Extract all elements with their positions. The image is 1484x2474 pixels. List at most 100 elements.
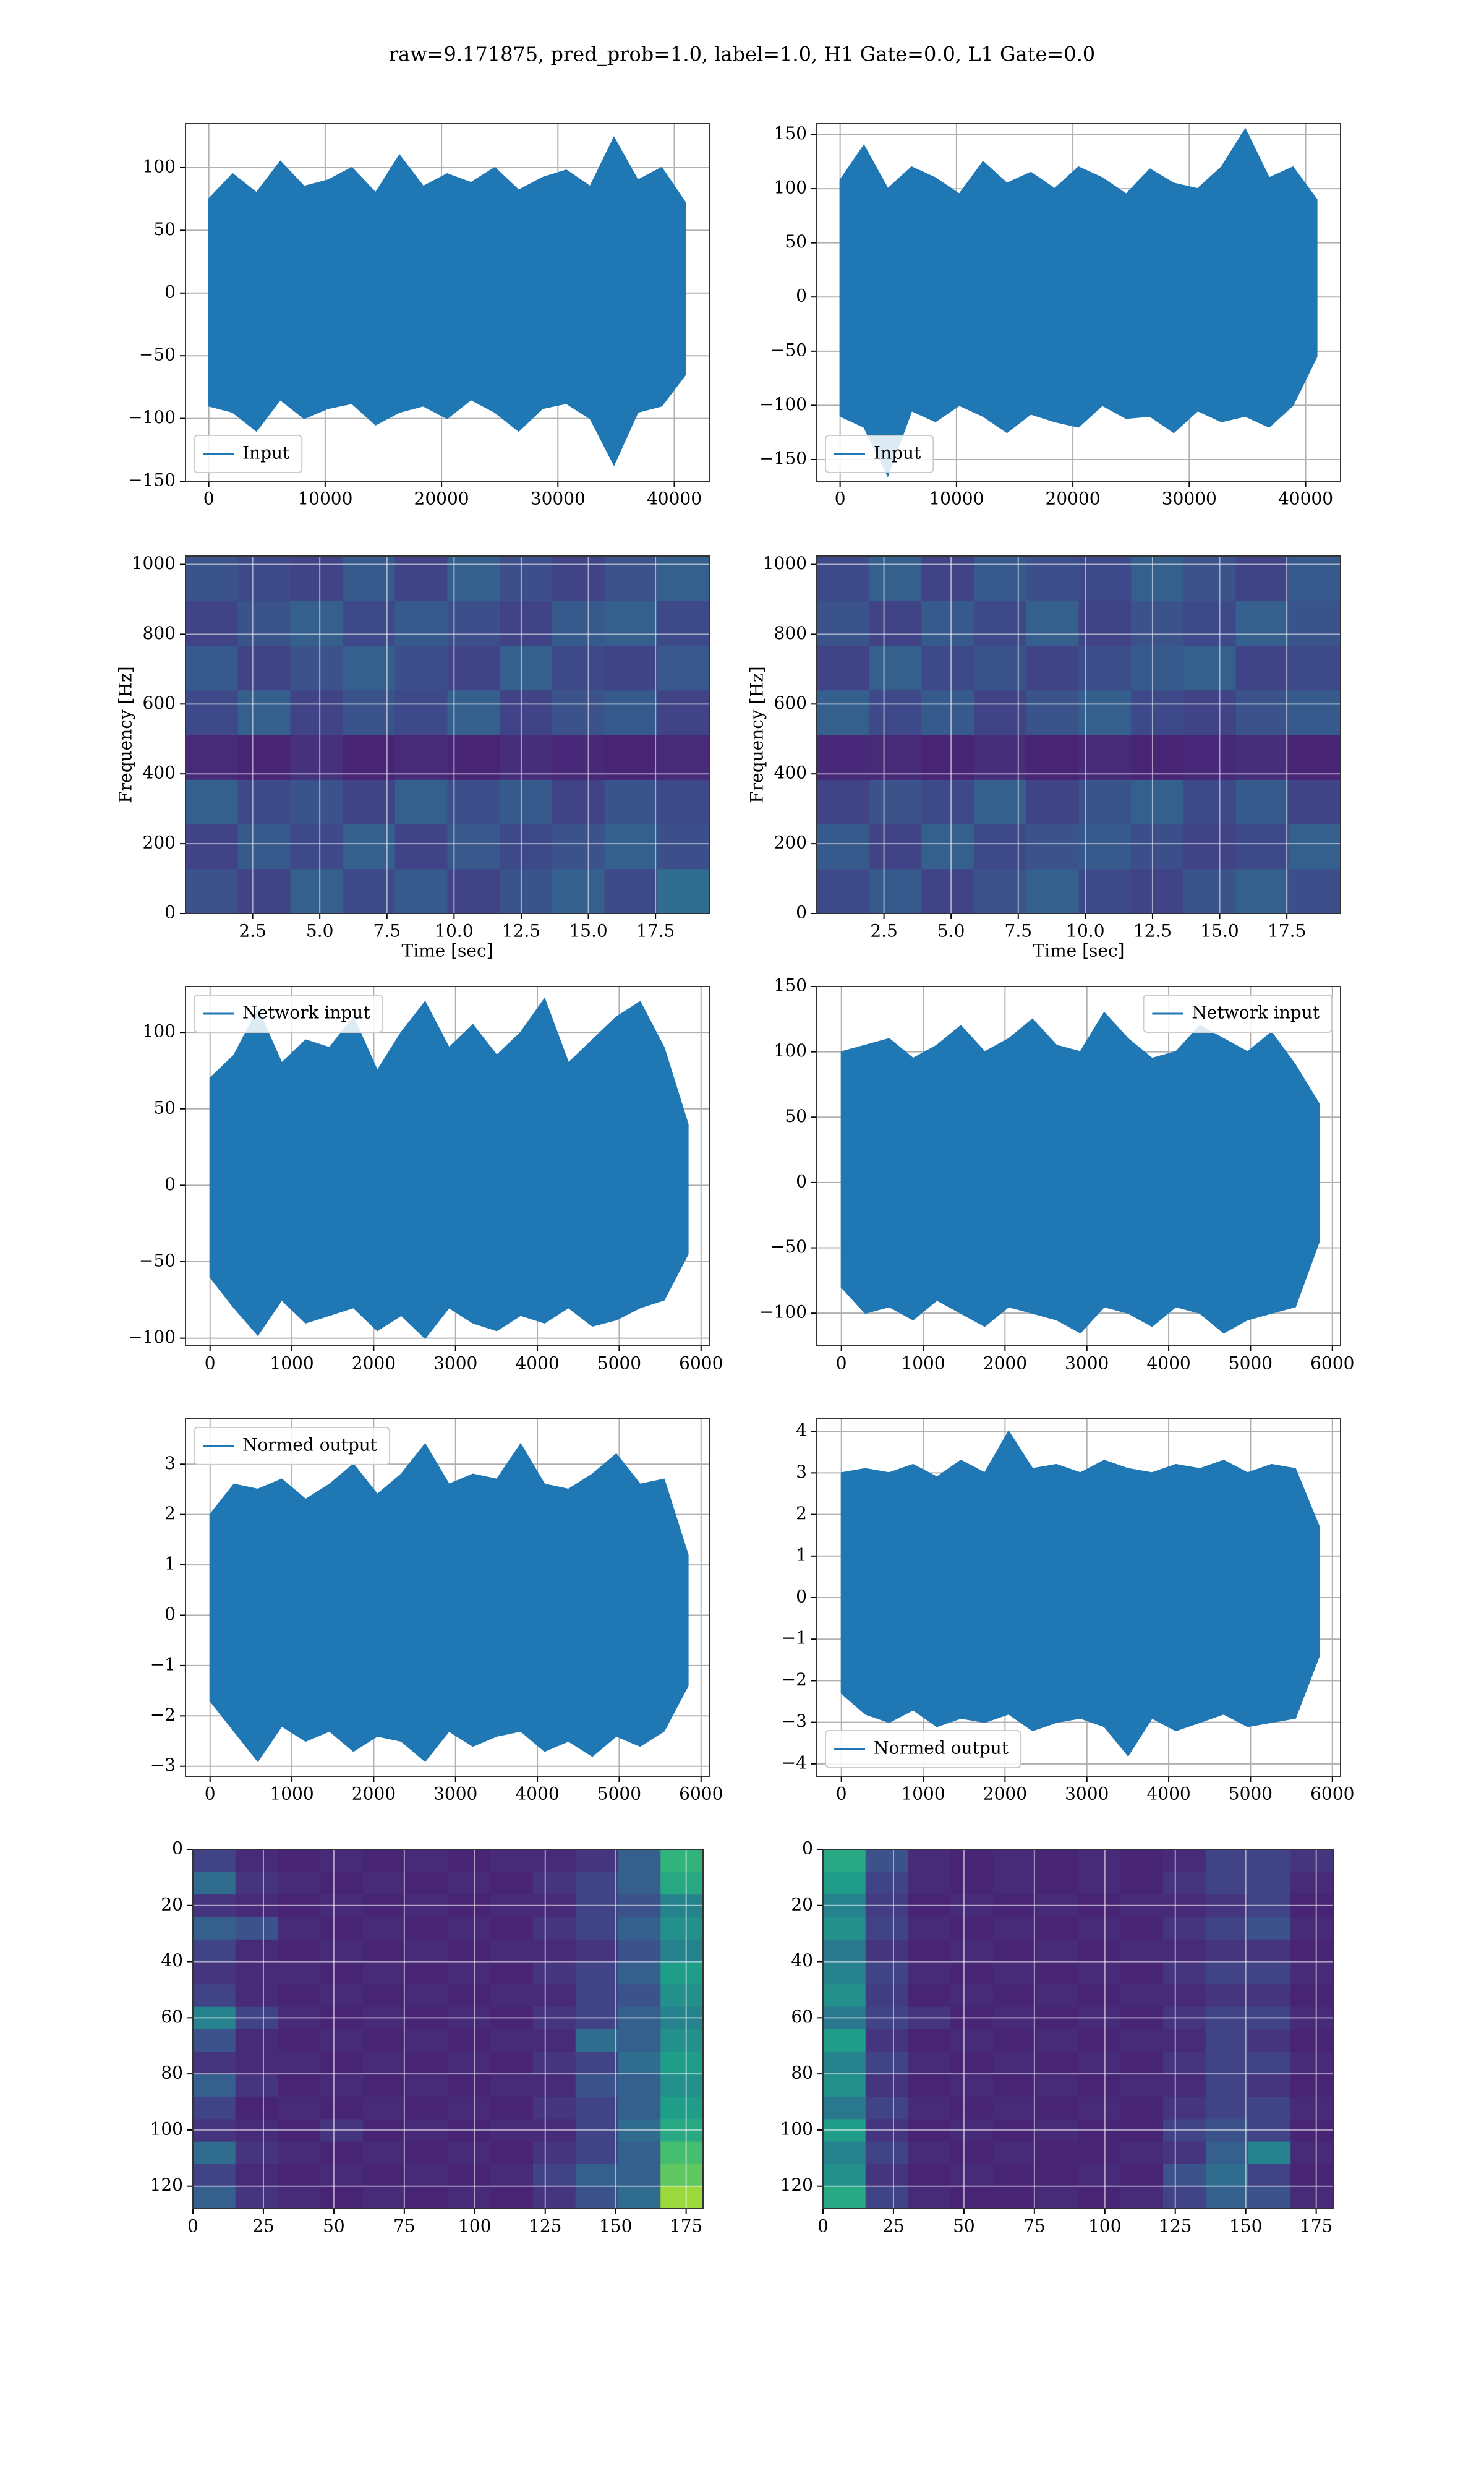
x-axis-label: Time [sec] [401,941,493,961]
y-tick-label: −3 [150,1755,176,1775]
legend-label: Network input [1192,1003,1320,1023]
heatmap-cell [1290,2164,1333,2187]
subplot: 0 1000 2000 3000 4000 5000 6000 −3 −2 −1 0 1 2 3 Norme… [150,1418,723,1804]
legend-box [825,435,934,473]
heatmap-cell [1131,735,1184,780]
heatmap-cell [1235,868,1289,914]
y-tick-label: 400 [774,763,807,783]
heatmap-cell [1163,2096,1206,2120]
heatmap-cell [1120,2186,1164,2209]
y-tick-label: −100 [759,394,807,414]
heatmap-cell [657,601,709,646]
heatmap-cell [817,868,870,914]
heatmap-cell [552,556,605,601]
y-tick-label: 0 [172,1838,183,1859]
heatmap-cell [660,1939,703,1963]
heatmap-cell [660,2141,703,2164]
y-tick-label: 120 [780,2175,813,2195]
heatmap-cell [1026,645,1079,691]
heatmap-cell [1183,645,1237,691]
heatmap-cell [363,2164,406,2187]
heatmap-cell [394,645,448,691]
heatmap-cell [1078,779,1132,824]
heatmap-cell [604,824,657,870]
y-tick-label: 2 [796,1503,807,1523]
subplot: 0 1000 2000 3000 4000 5000 6000 −100 −50 0 50 100 15… [759,975,1354,1374]
heatmap-cell [552,690,605,735]
heatmap-cell [448,2186,491,2209]
heatmap-cell [533,2186,576,2209]
heatmap-cell [1131,779,1184,824]
heatmap-cell [660,1872,703,1895]
heatmap-cell [908,2074,951,2097]
axes-frame [192,1849,704,2209]
axes-frame [185,555,710,914]
y-tick-label: 100 [143,156,176,176]
heatmap-cell [290,690,343,735]
y-tick-label: 0 [164,1174,176,1194]
heatmap-cell [575,2051,618,2074]
heatmap-cell [235,1984,278,2007]
x-tick-label: 3000 [1065,1353,1109,1374]
heatmap-cell [817,824,870,870]
heatmap-cell [278,1849,321,1872]
x-tick-label: 40000 [647,489,702,509]
x-tick-label: 17.5 [636,921,675,941]
heatmap-cell [186,868,239,914]
heatmap-cell [1290,2096,1333,2120]
x-tick-label: 0 [836,1784,847,1804]
heatmap-cell [817,601,870,646]
y-tick-label: −3 [782,1711,807,1731]
heatmap-cell [993,2141,1036,2164]
x-tick-label: 175 [670,2216,702,2236]
heatmap-cell [447,735,500,780]
x-tick-label: 0 [835,489,846,509]
heatmap-cell [193,2141,236,2164]
x-tick-label: 25 [252,2216,275,2236]
heatmap-cell [657,735,709,780]
heatmap-cell [193,2186,236,2209]
heatmap-cell [1078,556,1132,601]
heatmap-cell [235,1916,278,1940]
heatmap-cell [363,2141,406,2164]
y-tick-label: −150 [128,470,176,490]
heatmap-cell [363,1916,406,1940]
x-tick-label: 2.5 [870,921,898,941]
x-tick-label: 0 [203,489,215,509]
x-tick-label: 125 [529,2216,561,2236]
x-tick-label: 5000 [597,1784,641,1804]
y-tick-label: 20 [161,1894,183,1914]
heatmap-cell [865,1872,908,1895]
heatmap-cell [660,1849,703,1872]
heatmap-cell [1248,2164,1291,2187]
heatmap-cell [1235,735,1289,780]
x-tick-label: 12.5 [502,921,540,941]
y-tick-label: 60 [161,2006,183,2027]
heatmap-cell [823,2164,866,2187]
heatmap-cell [490,2051,534,2074]
heatmap-cell [363,1961,406,1985]
x-tick-label: 6000 [679,1784,723,1804]
x-tick-label: 4000 [1146,1784,1190,1804]
heatmap-cell [1248,2074,1291,2097]
heatmap-cell [490,1916,534,1940]
heatmap-cell [1288,690,1341,735]
heatmap-cell [1183,556,1237,601]
heatmap-cell [1026,690,1079,735]
signal-envelope [208,292,686,466]
heatmap-cell [1163,2141,1206,2164]
x-tick-label: 15.0 [1200,921,1239,941]
heatmap-cell [1078,2029,1121,2052]
heatmap-cell [823,2051,866,2074]
heatmap-cell [320,1872,364,1895]
heatmap-cell [1290,2141,1333,2164]
heatmap-cell [448,2074,491,2097]
heatmap-cell [1205,1849,1248,1872]
heatmap-cell [448,1984,491,2007]
heatmap-cell [363,1984,406,2007]
x-tick-label: 10.0 [1066,921,1104,941]
heatmap-cell [447,690,500,735]
y-tick-label: −50 [770,1236,807,1257]
legend-label: Input [242,443,290,463]
heatmap-cell [235,2096,278,2120]
